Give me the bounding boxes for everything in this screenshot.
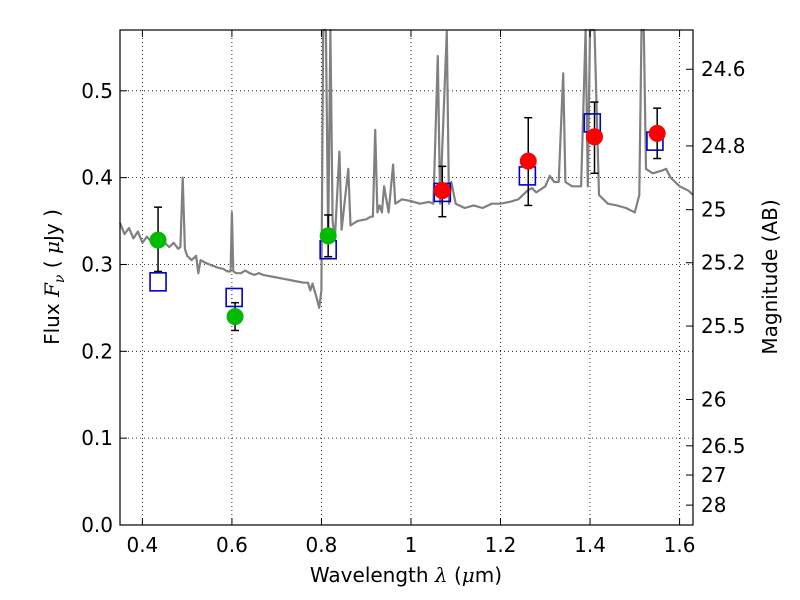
model-square [149,272,167,292]
green-point [149,231,167,249]
magnitude-tick-label: 28 [701,493,726,517]
error-bars [154,101,662,332]
magnitude-tick-label: 25.5 [701,314,746,338]
grid [120,30,693,525]
magnitude-tick-label: 25.2 [701,251,746,275]
x-tick-label: 0.4 [126,533,158,557]
x-tick-label: 1.2 [485,533,517,557]
y-tick-label: 0.3 [81,252,113,276]
x-tick-label: 1.4 [574,533,606,557]
magnitude-tick-labels: 24.6 24.8 25 25.2 25.5 26 26.5 27 28 [701,57,746,517]
x-tick-labels: 0.4 0.6 0.8 1 1.2 1.4 1.6 [126,533,695,557]
magnitude-tick-label: 25 [701,198,726,222]
spectrum [118,28,694,309]
red-point [519,152,537,170]
y-tick-label: 0.4 [81,166,113,190]
model-square [518,166,537,186]
y-tick-label: 0.2 [81,339,113,363]
tick-marks [120,30,693,526]
magnitude-tick-label: 24.8 [701,134,746,158]
x-tick-label: 0.8 [306,533,338,557]
y-axis-label: Flux Fν ( μJy ) [40,209,68,345]
x-tick-label: 1 [405,533,418,557]
model-squares [149,113,664,308]
spectrum-line [118,28,694,309]
magnitude-tick-label: 26.5 [701,434,746,458]
photometry-points [149,124,666,326]
magnitude-axis-label: Magnitude (AB) [758,199,782,354]
green-point [226,308,244,326]
magnitude-tick-label: 26 [701,387,726,411]
x-tick-label: 1.6 [664,533,696,557]
plot-frame [119,29,694,526]
x-axis-label: Wavelength λ (μm) [310,563,502,587]
red-point [648,124,666,142]
x-tick-label: 0.6 [216,533,248,557]
y-tick-label: 0.0 [81,513,113,537]
magnitude-tick-label: 27 [701,463,726,487]
y-tick-label: 0.1 [81,426,113,450]
y-tick-labels: 0.0 0.1 0.2 0.3 0.4 0.5 [81,79,113,537]
model-square [225,287,243,308]
magnitude-tick-label: 24.6 [701,57,746,81]
green-point [319,227,337,245]
red-point [433,182,451,200]
y-tick-label: 0.5 [81,79,113,103]
red-point [586,128,604,146]
